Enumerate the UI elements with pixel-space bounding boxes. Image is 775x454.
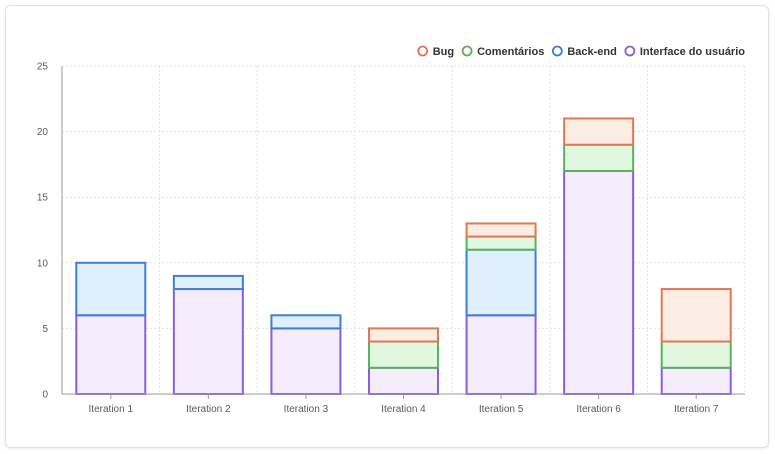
legend-item-back-end[interactable]: Back-end — [551, 45, 617, 58]
legend-label: Bug — [433, 46, 454, 58]
x-tick-label: Iteration 6 — [576, 404, 621, 415]
bar-comentarios-iteration-6[interactable] — [563, 143, 635, 172]
legend-item-interface-do-usuario[interactable]: Interface do usuário — [624, 45, 745, 58]
bar-back-end-iteration-2[interactable] — [172, 274, 244, 291]
bar-back-end-iteration-3[interactable] — [270, 314, 342, 330]
y-tick-label: 25 — [37, 62, 49, 73]
legend-marker — [461, 45, 473, 57]
bar-bug-iteration-7[interactable] — [660, 288, 732, 343]
y-tick-label: 15 — [37, 193, 49, 204]
bar-comentarios-iteration-4[interactable] — [368, 340, 439, 369]
bar-bug-iteration-6[interactable] — [563, 117, 635, 146]
bar-bug-iteration-5[interactable] — [465, 222, 537, 238]
legend-marker — [417, 45, 429, 57]
bar-interface-do-usuario-iteration-5[interactable] — [465, 314, 537, 395]
legend-marker — [551, 45, 563, 57]
bar-bug-iteration-4[interactable] — [368, 327, 439, 343]
x-tick-label: Iteration 1 — [89, 404, 134, 415]
x-axis: Iteration 1 Iteration 2 Iteration 3 Iterati… — [62, 393, 745, 415]
legend: Bug Comentários Back-end Interface do usuár… — [417, 45, 745, 58]
bar-interface-do-usuario-iteration-7[interactable] — [660, 366, 732, 396]
y-tick-label: 10 — [37, 258, 49, 269]
bar-interface-do-usuario-iteration-1[interactable] — [75, 314, 147, 395]
bar-interface-do-usuario-iteration-3[interactable] — [270, 327, 342, 395]
legend-label: Back-end — [567, 46, 617, 58]
y-tick-label: 0 — [42, 390, 48, 401]
legend-marker — [624, 45, 636, 57]
legend-label: Comentários — [477, 46, 544, 58]
bar-interface-do-usuario-iteration-2[interactable] — [172, 288, 244, 396]
x-tick-label: Iteration 7 — [674, 404, 719, 415]
y-tick-label: 5 — [42, 324, 48, 335]
legend-item-bug[interactable]: Bug — [417, 45, 454, 58]
bar-comentarios-iteration-5[interactable] — [465, 235, 537, 251]
y-axis: 0 5 10 15 20 25 — [37, 62, 63, 401]
bar-comentarios-iteration-7[interactable] — [660, 340, 732, 369]
x-tick-label: Iteration 3 — [284, 404, 329, 415]
y-tick-label: 20 — [37, 127, 49, 138]
bar-interface-do-usuario-iteration-6[interactable] — [563, 169, 635, 395]
x-tick-label: Iteration 5 — [479, 404, 524, 415]
x-tick-label: Iteration 2 — [186, 404, 231, 415]
x-tick-label: Iteration 4 — [381, 404, 426, 415]
bar-back-end-iteration-5[interactable] — [465, 248, 537, 317]
bar-interface-do-usuario-iteration-4[interactable] — [368, 366, 439, 396]
bar-back-end-iteration-1[interactable] — [75, 261, 147, 317]
bars — [75, 117, 732, 396]
legend-item-comentarios[interactable]: Comentários — [461, 45, 545, 58]
legend-label: Interface do usuário — [640, 46, 745, 58]
